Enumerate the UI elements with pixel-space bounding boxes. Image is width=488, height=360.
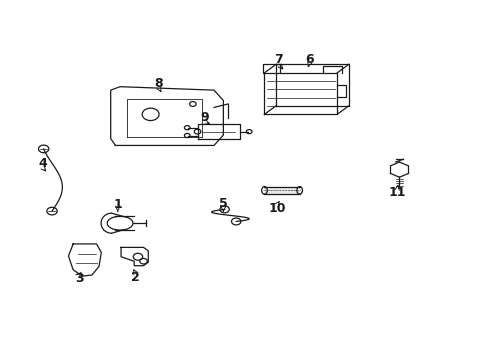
Text: 6: 6 [305, 53, 313, 66]
Text: 7: 7 [273, 53, 282, 66]
Text: 8: 8 [154, 77, 163, 90]
Text: 1: 1 [113, 198, 122, 211]
Text: 11: 11 [388, 186, 406, 199]
Text: 9: 9 [200, 111, 208, 124]
Text: 2: 2 [131, 271, 140, 284]
Text: 5: 5 [219, 197, 227, 210]
Text: 4: 4 [38, 157, 47, 170]
Bar [264, 186, 299, 194]
Text: 10: 10 [268, 202, 285, 215]
Text: 3: 3 [75, 272, 83, 285]
